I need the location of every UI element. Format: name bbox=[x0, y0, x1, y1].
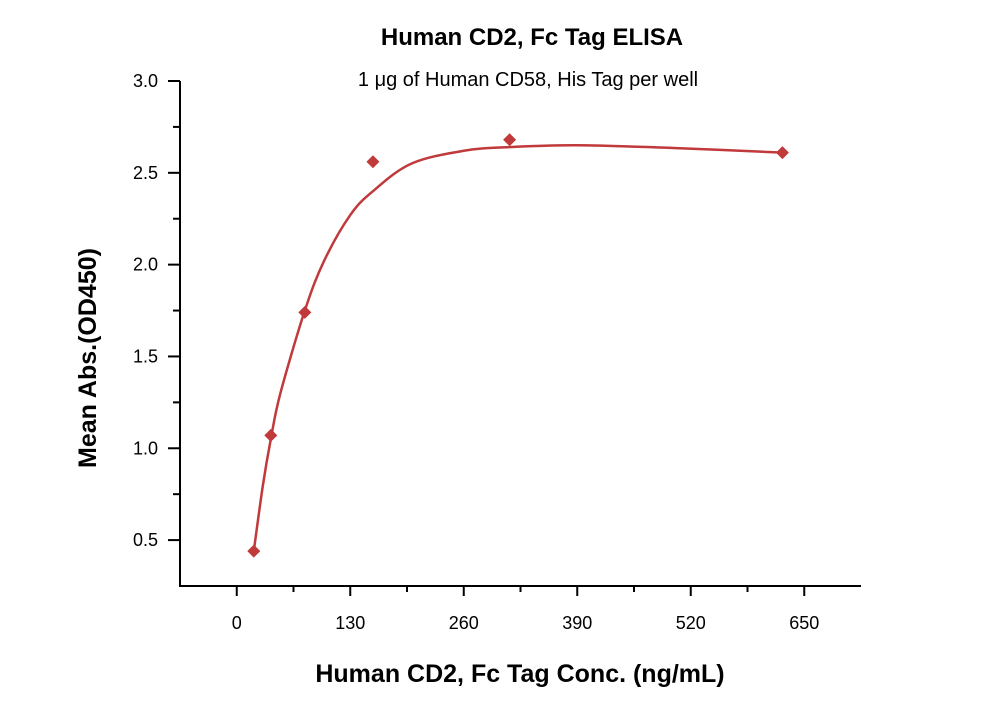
y-axis-label: Mean Abs.(OD450) bbox=[74, 248, 102, 468]
y-tick-label: 1.0 bbox=[133, 438, 158, 458]
data-point bbox=[247, 544, 261, 558]
x-axis-label: Human CD2, Fc Tag Conc. (ng/mL) bbox=[315, 660, 724, 688]
chart-title: Human CD2, Fc Tag ELISA bbox=[381, 24, 683, 51]
chart-subtitle: 1 μg of Human CD58, His Tag per well bbox=[358, 69, 698, 91]
y-tick-label: 2.5 bbox=[133, 163, 158, 183]
x-tick-label: 520 bbox=[676, 613, 706, 633]
y-tick-label: 2.0 bbox=[133, 255, 158, 275]
data-point bbox=[298, 305, 312, 319]
x-tick-label: 650 bbox=[789, 613, 819, 633]
data-point bbox=[503, 133, 517, 147]
data-point bbox=[775, 146, 789, 160]
x-tick-label: 0 bbox=[232, 613, 242, 633]
fit-curve bbox=[252, 144, 783, 552]
y-tick-label: 0.5 bbox=[133, 530, 158, 550]
x-tick-label: 390 bbox=[562, 613, 592, 633]
y-tick-label: 3.0 bbox=[133, 71, 158, 91]
y-tick-label: 1.5 bbox=[133, 346, 158, 366]
data-point bbox=[366, 155, 380, 169]
x-tick-label: 260 bbox=[449, 613, 479, 633]
data-point bbox=[264, 428, 278, 442]
x-tick-label: 130 bbox=[335, 613, 365, 633]
